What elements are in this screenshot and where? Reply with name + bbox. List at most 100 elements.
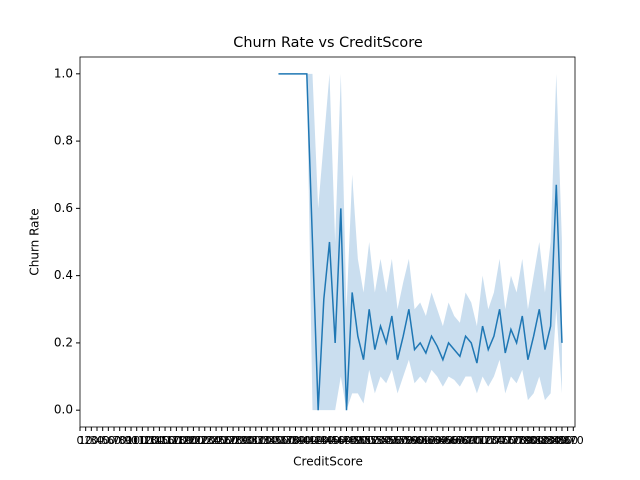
x-tick-label: 480 bbox=[342, 434, 363, 447]
y-tick-label: 0.2 bbox=[54, 335, 73, 349]
x-tick-label: 820 bbox=[534, 434, 555, 447]
x-tick-label: 450 bbox=[325, 434, 346, 447]
x-tick-label: 780 bbox=[512, 434, 533, 447]
x-tick-label: 730 bbox=[483, 434, 504, 447]
x-tick-label: 50 bbox=[101, 434, 115, 447]
y-tick-label: 1.0 bbox=[54, 66, 73, 80]
x-tick-label: 620 bbox=[421, 434, 442, 447]
confidence-band bbox=[278, 73, 562, 411]
y-tick-label: 0.6 bbox=[54, 201, 73, 215]
x-tick-label: 650 bbox=[438, 434, 459, 447]
x-tick-label: 850 bbox=[551, 434, 572, 447]
x-tick-label: 30 bbox=[90, 434, 104, 447]
x-tick-label: 180 bbox=[172, 434, 193, 447]
x-tick-label: 690 bbox=[461, 434, 482, 447]
x-tick-label: 130 bbox=[143, 434, 164, 447]
x-tick-label: 660 bbox=[444, 434, 465, 447]
y-tick-label: 0.8 bbox=[54, 134, 73, 148]
x-tick-label: 590 bbox=[404, 434, 425, 447]
x-tick-label: 280 bbox=[228, 434, 249, 447]
x-tick-label: 300 bbox=[240, 434, 261, 447]
x-tick-label: 440 bbox=[319, 434, 340, 447]
x-tick-label: 370 bbox=[279, 434, 300, 447]
x-tick-label: 760 bbox=[500, 434, 521, 447]
x-tick-label: 460 bbox=[330, 434, 351, 447]
chart-title: Churn Rate vs CreditScore bbox=[233, 35, 423, 51]
x-tick-label: 540 bbox=[376, 434, 397, 447]
x-tick-label: 550 bbox=[381, 434, 402, 447]
y-axis-label: Churn Rate bbox=[28, 208, 42, 275]
x-tick-label: 210 bbox=[189, 434, 210, 447]
x-tick-label: 770 bbox=[506, 434, 527, 447]
x-tick-label: 240 bbox=[206, 434, 227, 447]
x-tick-label: 140 bbox=[149, 434, 170, 447]
x-tick-label: 200 bbox=[183, 434, 204, 447]
x-tick-label: 190 bbox=[177, 434, 198, 447]
x-tick-label: 790 bbox=[517, 434, 538, 447]
plot-frame bbox=[79, 56, 576, 428]
x-tick-label: 520 bbox=[364, 434, 385, 447]
x-tick-label: 70 bbox=[113, 434, 127, 447]
x-tick-label: 470 bbox=[336, 434, 357, 447]
x-tick-label: 400 bbox=[296, 434, 317, 447]
y-tick-label: 0.0 bbox=[54, 403, 73, 417]
x-tick-label: 100 bbox=[126, 434, 147, 447]
x-tick-label: 90 bbox=[124, 434, 138, 447]
x-tick-label: 630 bbox=[427, 434, 448, 447]
x-tick-label: 170 bbox=[166, 434, 187, 447]
x-tick-label: 840 bbox=[546, 434, 567, 447]
x-tick-label: 410 bbox=[302, 434, 323, 447]
x-tick-label: 800 bbox=[523, 434, 544, 447]
x-tick-label: 860 bbox=[557, 434, 578, 447]
line bbox=[278, 73, 563, 411]
x-tick-label: 270 bbox=[223, 434, 244, 447]
x-tick-label: 680 bbox=[455, 434, 476, 447]
x-tick-label: 350 bbox=[268, 434, 289, 447]
x-tick-label: 0 bbox=[77, 434, 84, 447]
x-tick-label: 430 bbox=[313, 434, 334, 447]
x-tick-label: 290 bbox=[234, 434, 255, 447]
x-tick-label: 560 bbox=[387, 434, 408, 447]
x-tick-label: 510 bbox=[359, 434, 380, 447]
x-tick-label: 40 bbox=[96, 434, 110, 447]
x-tick-label: 250 bbox=[211, 434, 232, 447]
x-tick-label: 110 bbox=[132, 434, 153, 447]
x-tick-label: 640 bbox=[432, 434, 453, 447]
x-tick-label: 610 bbox=[415, 434, 436, 447]
x-tick-label: 320 bbox=[251, 434, 272, 447]
x-tick-label: 870 bbox=[563, 434, 584, 447]
y-tick-label: 0.4 bbox=[54, 268, 73, 282]
x-tick-label: 420 bbox=[308, 434, 329, 447]
x-tick-label: 220 bbox=[194, 434, 215, 447]
x-tick-label: 150 bbox=[155, 434, 176, 447]
x-tick-label: 160 bbox=[160, 434, 181, 447]
x-axis-label: CreditScore bbox=[293, 455, 363, 469]
x-tick-label: 310 bbox=[245, 434, 266, 447]
x-tick-label: 570 bbox=[393, 434, 414, 447]
x-tick-label: 600 bbox=[410, 434, 431, 447]
x-tick-label: 830 bbox=[540, 434, 561, 447]
x-tick-label: 380 bbox=[285, 434, 306, 447]
x-tick-label: 120 bbox=[138, 434, 159, 447]
x-tick-label: 580 bbox=[398, 434, 419, 447]
x-tick-label: 500 bbox=[353, 434, 374, 447]
x-tick-label: 710 bbox=[472, 434, 493, 447]
x-tick-label: 720 bbox=[478, 434, 499, 447]
x-tick-label: 230 bbox=[200, 434, 221, 447]
x-tick-label: 700 bbox=[466, 434, 487, 447]
x-tick-label: 10 bbox=[79, 434, 93, 447]
x-tick-label: 20 bbox=[84, 434, 98, 447]
x-tick-label: 490 bbox=[347, 434, 368, 447]
x-tick-label: 670 bbox=[449, 434, 470, 447]
x-tick-label: 530 bbox=[370, 434, 391, 447]
x-tick-label: 330 bbox=[257, 434, 278, 447]
x-tick-label: 80 bbox=[118, 434, 132, 447]
x-tick-label: 740 bbox=[489, 434, 510, 447]
x-tick-label: 810 bbox=[529, 434, 550, 447]
x-tick-label: 750 bbox=[495, 434, 516, 447]
x-tick-label: 340 bbox=[262, 434, 283, 447]
x-tick-label: 60 bbox=[107, 434, 121, 447]
x-tick-label: 260 bbox=[217, 434, 238, 447]
